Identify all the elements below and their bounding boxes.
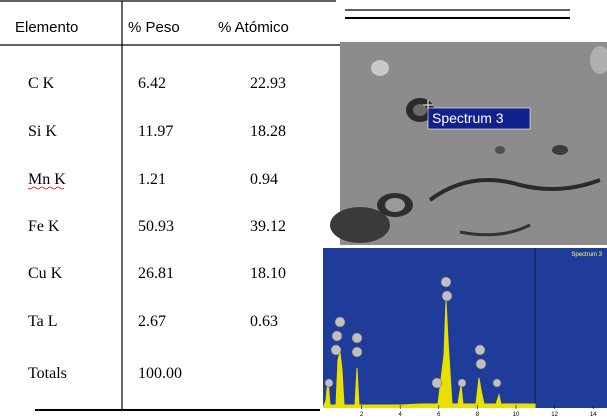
x-tick-label: 10 — [513, 412, 520, 418]
x-tick-label: 14 — [590, 412, 597, 418]
table-cell: 11.97 — [138, 123, 173, 140]
table-cell: 50.93 — [138, 218, 174, 235]
table-cell: 100.00 — [138, 365, 182, 382]
table-cell: 0.94 — [250, 171, 278, 188]
table-cell: 2.67 — [138, 313, 166, 330]
table-cell: 18.28 — [250, 123, 286, 140]
column-header: % Atómico — [218, 19, 289, 36]
table-cell: 26.81 — [138, 265, 174, 282]
table-body: C K 6.42 22.93 Si K 11.97 18.28 Mn K 1.21 0.94 Fe… — [27, 75, 286, 382]
x-tick-label: 2 — [360, 412, 364, 418]
table-cell: Mn K — [28, 171, 66, 188]
table-cell: 39.12 — [250, 218, 286, 235]
table-cell: Totals — [28, 365, 67, 382]
table-cell: Ta L — [28, 313, 58, 330]
column-header: % Peso — [128, 19, 180, 36]
spectrum-chart: Spectrum 3 2 4 6 8 10 12 14 — [322, 248, 607, 419]
table-cell: 18.10 — [250, 265, 286, 282]
spell-underline — [27, 186, 65, 190]
spectrum-title: Spectrum 3 — [571, 252, 602, 258]
x-tick-label: 4 — [399, 412, 403, 418]
table-cell: Si K — [28, 123, 57, 140]
table-cell: C K — [28, 75, 55, 92]
table-cell: Fe K — [28, 218, 60, 235]
spectrum-label: Spectrum 3 — [432, 110, 504, 126]
sem-image: Spectrum 3 — [330, 42, 607, 245]
x-tick-label: 8 — [476, 412, 480, 418]
table-cell: 22.93 — [250, 75, 286, 92]
table-cell: 1.21 — [138, 171, 166, 188]
table-cell: Cu K — [28, 265, 63, 282]
x-tick-label: 12 — [551, 412, 558, 418]
column-header: Elemento — [15, 19, 78, 36]
x-tick-label: 6 — [437, 412, 441, 418]
table-cell: 6.42 — [138, 75, 166, 92]
table-cell: 0.63 — [250, 313, 278, 330]
